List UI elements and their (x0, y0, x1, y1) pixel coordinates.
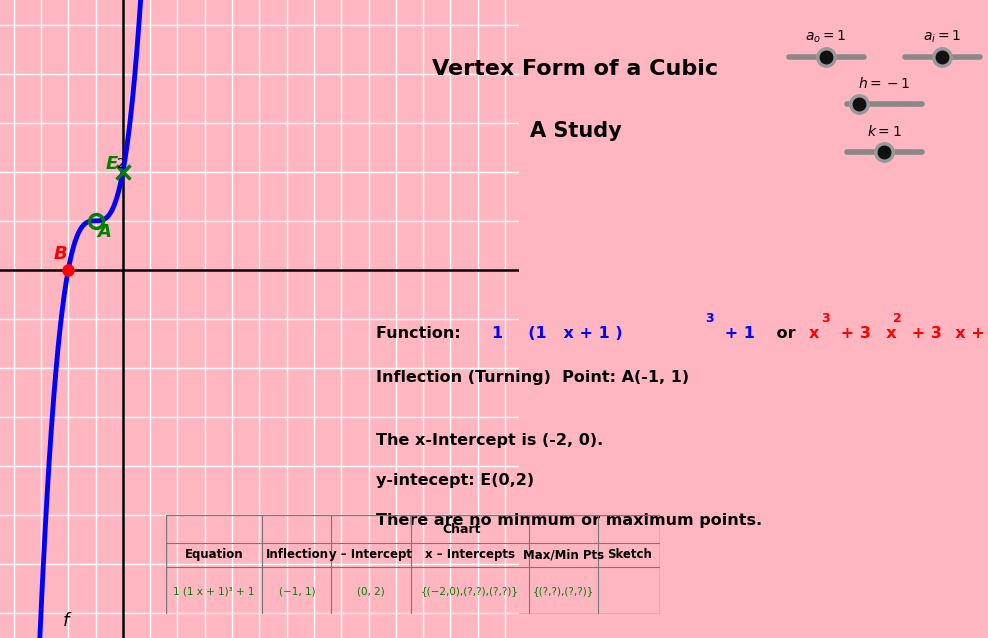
Text: Chart: Chart (442, 523, 480, 536)
Text: (1   x + 1 ): (1 x + 1 ) (518, 326, 623, 341)
Text: 1: 1 (491, 326, 502, 341)
Text: x + 2: x + 2 (945, 326, 988, 341)
Text: Max/Min Pts: Max/Min Pts (523, 549, 605, 561)
Text: 1 (1 x + 1)³ + 1: 1 (1 x + 1)³ + 1 (174, 586, 255, 597)
Text: 2: 2 (117, 157, 125, 171)
Text: B: B (54, 245, 68, 263)
Text: The x-Intercept is (-2, 0).: The x-Intercept is (-2, 0). (375, 433, 603, 447)
Text: + 3: + 3 (835, 326, 871, 341)
Text: $k = 1$: $k = 1$ (866, 124, 902, 139)
Text: $a_o = 1$: $a_o = 1$ (805, 29, 847, 45)
Text: Inflection (Turning)  Point: A(-1, 1): Inflection (Turning) Point: A(-1, 1) (375, 369, 689, 385)
Text: $a_i = 1$: $a_i = 1$ (923, 29, 961, 45)
Text: A: A (98, 223, 112, 241)
Text: + 3: + 3 (906, 326, 943, 341)
Text: Inflection: Inflection (266, 549, 328, 561)
Text: + 1: + 1 (719, 326, 755, 341)
Text: A Study: A Study (530, 121, 621, 141)
Text: 3: 3 (821, 312, 830, 325)
Text: Sketch: Sketch (607, 549, 651, 561)
Text: y – Intercept: y – Intercept (329, 549, 413, 561)
Text: or: or (771, 326, 801, 341)
Text: x: x (809, 326, 819, 341)
Text: Vertex Form of a Cubic: Vertex Form of a Cubic (433, 59, 718, 78)
Text: $h = -1$: $h = -1$ (858, 77, 911, 91)
Text: f: f (63, 612, 69, 630)
Text: {(?,?),(?,?)}: {(?,?),(?,?)} (533, 586, 595, 597)
Text: (−1, 1): (−1, 1) (279, 586, 315, 597)
Text: Function:: Function: (375, 326, 466, 341)
Text: y-intecept: E(0,2): y-intecept: E(0,2) (375, 473, 534, 488)
Text: x: x (874, 326, 896, 341)
Text: (0, 2): (0, 2) (357, 586, 385, 597)
Text: There are no minmum or maximum points.: There are no minmum or maximum points. (375, 513, 762, 528)
Text: 3: 3 (704, 312, 713, 325)
Text: {(−2,0),(?,?),(?,?)}: {(−2,0),(?,?),(?,?)} (421, 586, 519, 597)
Text: x – Intercepts: x – Intercepts (425, 549, 515, 561)
Text: 2: 2 (893, 312, 902, 325)
Text: E: E (106, 155, 119, 174)
Text: Equation: Equation (185, 549, 243, 561)
